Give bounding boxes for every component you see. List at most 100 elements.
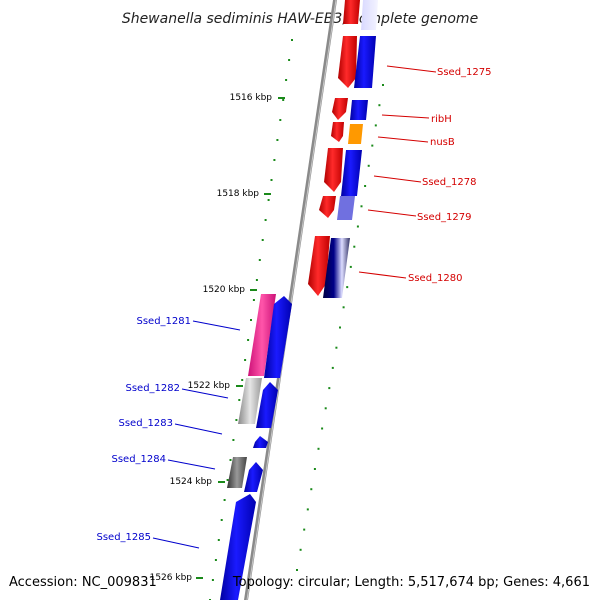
label-leader (386, 65, 437, 73)
gene-Ssed_1282-blue[interactable] (256, 382, 278, 428)
gene-label-Ssed_1275[interactable]: Ssed_1275 (437, 67, 492, 78)
gene-Ssed_1283[interactable] (253, 436, 268, 448)
gene-ribH-blue[interactable] (350, 100, 368, 120)
scale-dot (356, 225, 359, 228)
scale-dot (367, 164, 370, 167)
scale-dot (317, 447, 320, 450)
scale-dot (335, 346, 338, 349)
gene-Ssed_1282[interactable] (238, 378, 262, 424)
scale-dot (279, 119, 282, 121)
scale-dot (220, 519, 223, 521)
scale-dot (235, 419, 238, 421)
gene-Ssed_1278-blue[interactable] (341, 150, 362, 196)
scale-dot (360, 205, 363, 208)
gene-label-nusB[interactable]: nusB (430, 137, 455, 148)
gene-label-Ssed_1280[interactable]: Ssed_1280 (408, 273, 463, 284)
gene-Ssed_1279-red[interactable] (319, 196, 336, 218)
topology-text: Topology: circular; Length: 5,517,674 bp… (232, 575, 590, 590)
gene-label-ribH[interactable]: ribH (431, 114, 452, 125)
scale-rail-left (209, 39, 293, 600)
gene-Ssed_1280-red[interactable] (308, 236, 330, 296)
scale-dot (328, 387, 331, 390)
scale-dot (371, 144, 374, 147)
map-title: Shewanella sediminis HAW-EB3, complete g… (122, 11, 478, 27)
gene-Ssed_1275-blue[interactable] (354, 36, 376, 88)
gene-label-Ssed_1283[interactable]: Ssed_1283 (118, 418, 173, 429)
scale-dot (324, 407, 327, 410)
scale-dot (299, 548, 302, 551)
scale-dot (252, 299, 255, 301)
gene-Ssed_1279[interactable] (337, 196, 355, 220)
gene-Ssed_1284-blue[interactable] (244, 462, 263, 492)
scale-dot (378, 104, 381, 107)
scale-dot (229, 459, 232, 461)
label-leader (381, 114, 430, 119)
label-leader (373, 175, 422, 183)
label-leader (367, 209, 417, 217)
scale-dot (310, 488, 313, 491)
gene-Ssed_1285[interactable] (220, 494, 256, 600)
scale-tick-label: 1520 kbp (203, 285, 246, 295)
scale-rail-right (296, 84, 384, 571)
scale-dot (244, 359, 247, 361)
scale-dot (238, 399, 241, 401)
reverse-strand-genes (220, 294, 292, 600)
reverse-gene-labels: Ssed_1281 Ssed_1282 Ssed_1283 Ssed_1284 … (96, 316, 241, 549)
scale-dot (226, 479, 229, 481)
accession-text: Accession: NC_009831 (9, 575, 157, 590)
gene-Ssed_1280-navy[interactable] (323, 238, 350, 298)
gene-label-Ssed_1285[interactable]: Ssed_1285 (96, 532, 151, 543)
scale-dot (270, 179, 273, 181)
scale-dot (296, 569, 298, 571)
scale-tick-label: 1524 kbp (170, 477, 213, 487)
gene-nusB-red[interactable] (331, 122, 344, 142)
gene-Ssed_1278-red[interactable] (324, 148, 343, 192)
scale-dot (382, 84, 384, 86)
gene-Ssed_1284[interactable] (227, 457, 247, 488)
scale-dot (211, 579, 214, 581)
scale-tick-label: 1518 kbp (217, 189, 260, 199)
gene-Ssed_1281[interactable] (248, 294, 276, 376)
scale-dot (258, 259, 261, 261)
label-leader (377, 136, 429, 143)
genome-backbone-highlight (246, 0, 337, 600)
scale-dot (349, 265, 352, 268)
scale-dot (303, 528, 306, 531)
gene-top-partial-red[interactable] (343, 0, 360, 24)
scale-dot (374, 124, 377, 127)
gene-Ssed_1275-red[interactable] (338, 36, 357, 88)
gene-ribH[interactable] (332, 98, 348, 120)
scale-dot (353, 245, 356, 248)
scale-ticks: 1516 kbp 1518 kbp 1520 kbp 1522 kbp 1524… (150, 93, 285, 583)
scale-dot (331, 366, 334, 369)
scale-dot (285, 79, 288, 81)
gene-top-partial-light[interactable] (361, 0, 378, 30)
scale-dot (264, 219, 267, 221)
scale-dot (282, 99, 285, 101)
scale-dot (217, 539, 220, 541)
forward-strand-genes (308, 0, 378, 298)
scale-dot (214, 559, 217, 561)
scale-dot (339, 326, 341, 329)
gene-label-Ssed_1279[interactable]: Ssed_1279 (417, 212, 472, 223)
gene-nusB[interactable] (348, 124, 363, 144)
scale-dot (306, 508, 309, 511)
scale-tick-label: 1516 kbp (230, 93, 273, 103)
scale-tick-label: 1526 kbp (150, 573, 193, 583)
scale-dot (288, 59, 291, 61)
scale-dot (255, 279, 258, 281)
scale-dot (273, 159, 276, 161)
label-leader (174, 423, 223, 435)
gene-label-Ssed_1278[interactable]: Ssed_1278 (422, 177, 477, 188)
gene-label-Ssed_1282[interactable]: Ssed_1282 (125, 383, 180, 394)
scale-tick-label: 1522 kbp (188, 381, 231, 391)
label-leader (358, 271, 407, 279)
scale-dot (250, 319, 252, 321)
gene-Ssed_1281-blue[interactable] (264, 296, 292, 378)
forward-gene-labels: Ssed_1275 ribH nusB Ssed_1278 Ssed_1279 … (358, 65, 492, 284)
label-leader (192, 320, 241, 331)
gene-label-Ssed_1281[interactable]: Ssed_1281 (136, 316, 191, 327)
label-leader (152, 537, 200, 549)
gene-label-Ssed_1284[interactable]: Ssed_1284 (111, 454, 166, 465)
